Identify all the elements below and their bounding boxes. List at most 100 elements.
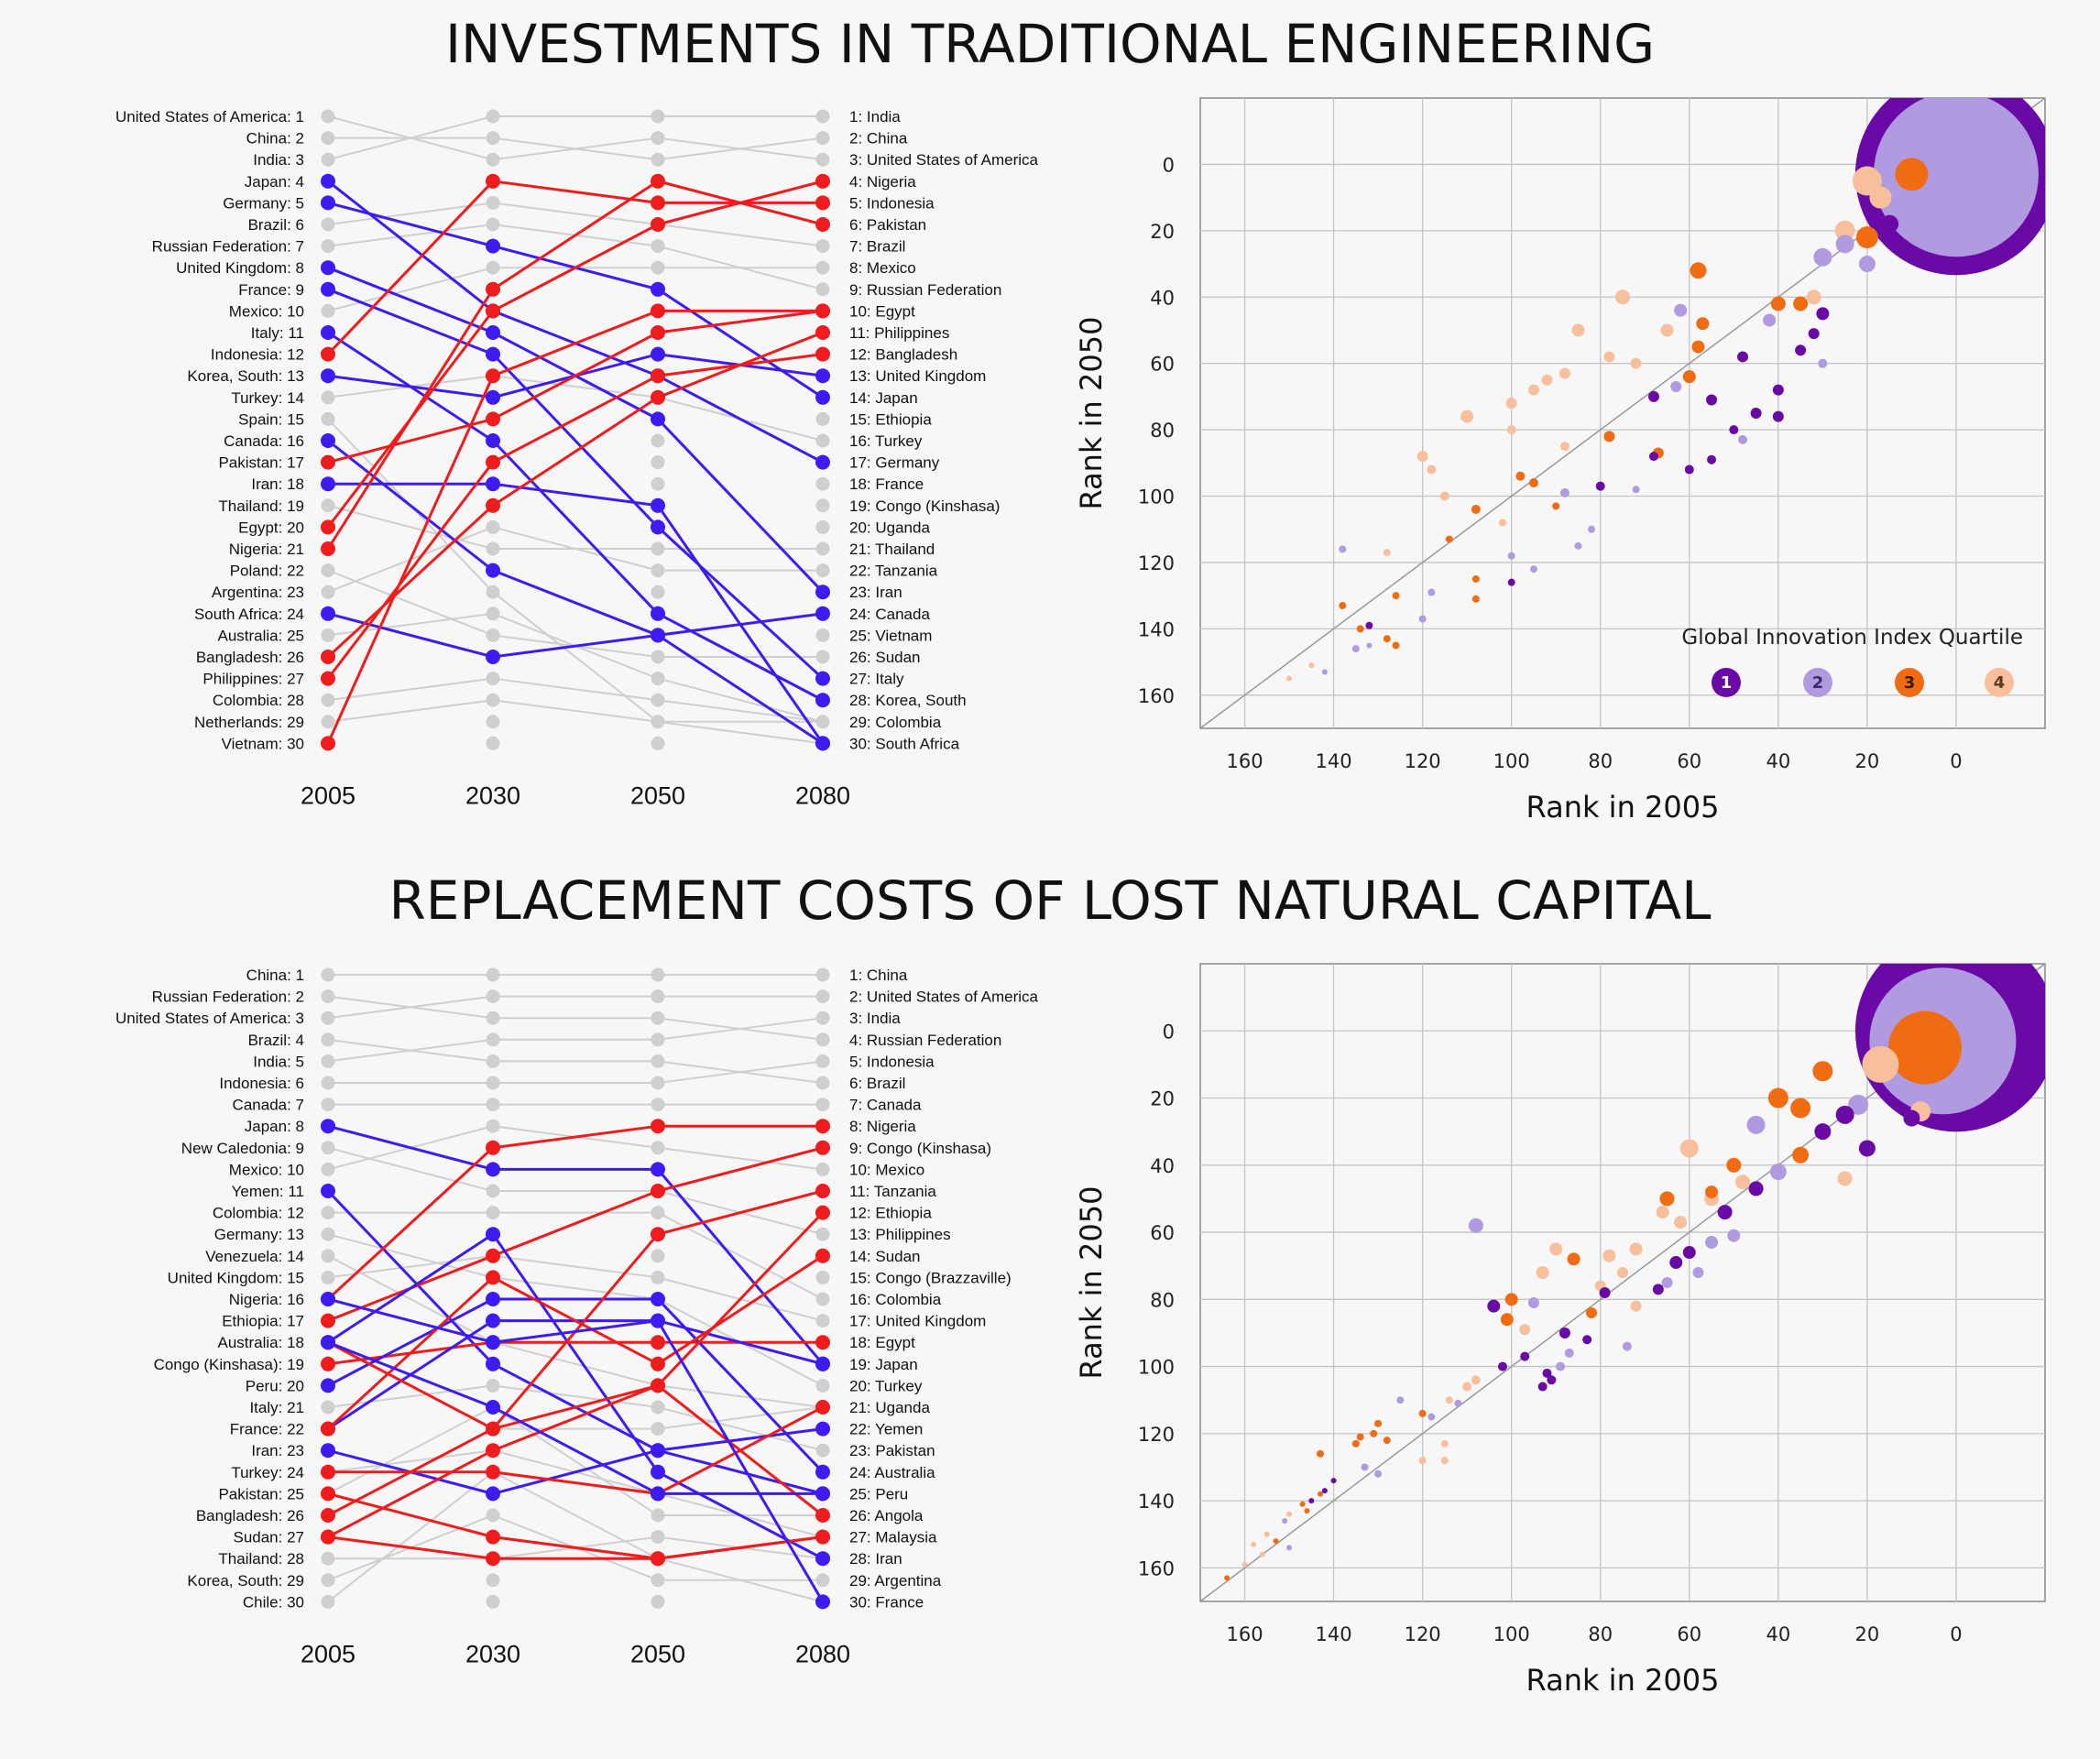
data-point-q4: [1837, 1171, 1853, 1186]
left-rank-label: Yemen: 11: [232, 1183, 304, 1200]
series-dot-red: [815, 217, 830, 232]
rank-dot-background: [815, 628, 830, 642]
data-point-q3: [1895, 158, 1929, 191]
series-line-gray: [327, 677, 824, 723]
data-point-q4: [1418, 1457, 1427, 1465]
data-point-q4: [1519, 1324, 1531, 1336]
series-dot-red: [486, 497, 500, 513]
series-line-gray: [327, 267, 823, 312]
series-line-gray: [327, 1017, 824, 1063]
x-tick-label: 160: [1226, 1623, 1263, 1645]
series-dot-blue: [321, 606, 335, 621]
data-point-q2: [1361, 1463, 1369, 1471]
series-dot-red: [486, 1551, 500, 1567]
data-point-q2: [1427, 588, 1436, 596]
left-rank-label: United States of America: 3: [115, 1010, 304, 1027]
left-rank-label: Pakistan: 25: [218, 1485, 304, 1502]
series-dot-red: [321, 1356, 335, 1371]
data-point-q2: [1727, 1229, 1741, 1242]
right-rank-label: 24: Canada: [849, 606, 930, 623]
right-rank-label: 5: Indonesia: [849, 1053, 935, 1070]
data-point-q4: [1536, 1266, 1549, 1280]
series-dot-blue: [815, 1421, 830, 1437]
series-dot-blue: [321, 1378, 335, 1393]
data-point-q3: [1659, 1191, 1675, 1207]
scatter-chart-natural-capital: 0 0 20 20 40 40 60 60 80 80 100 100 120 120 140 140 160 1…: [1074, 963, 2046, 1698]
left-rank-label: Australia: 18: [218, 1334, 305, 1351]
left-rank-label: Vietnam: 30: [222, 735, 304, 752]
series-dot-red: [651, 303, 665, 319]
series-dot-red: [815, 1508, 830, 1523]
series-line-red: [326, 1254, 824, 1430]
legend-label: 4: [1994, 673, 2006, 693]
left-rank-label: Korea, South: 29: [187, 1572, 304, 1590]
data-point-q3: [1370, 1429, 1378, 1437]
data-point-q2: [1670, 381, 1682, 393]
series-line-gray: [327, 1470, 824, 1603]
series-line-gray: [327, 202, 824, 247]
series-line-gray: [327, 1233, 824, 1387]
series-dot-blue: [486, 1292, 500, 1306]
x-tick-label: 80: [1588, 1623, 1613, 1645]
data-point-q2: [1559, 487, 1570, 497]
left-rank-label: Russian Federation: 2: [152, 989, 304, 1006]
data-point-q4: [1505, 398, 1517, 410]
data-point-q4: [1806, 290, 1821, 305]
series-dot-red: [321, 519, 335, 535]
points-layer: [1224, 964, 2045, 1581]
data-point-q2: [1763, 313, 1777, 327]
data-point-q4: [1445, 1396, 1453, 1404]
data-point-q3: [1726, 1157, 1742, 1173]
series-line-red: [326, 1124, 823, 1301]
x-tick-label: 40: [1766, 1623, 1790, 1645]
data-point-q2: [1818, 358, 1828, 368]
data-point-q4: [1286, 1511, 1293, 1517]
right-rank-label: 27: Malaysia: [849, 1529, 937, 1546]
data-point-q4: [1559, 442, 1570, 452]
data-point-q1: [1707, 454, 1717, 464]
series-dot-red: [321, 1313, 335, 1328]
series-dot-blue: [486, 346, 500, 362]
left-rank-label: United Kingdom: 15: [168, 1269, 304, 1286]
rank-dot-background: [486, 736, 500, 750]
y-tick-label: 120: [1138, 1424, 1175, 1446]
data-point-q3: [1471, 575, 1480, 584]
data-point-q3: [1383, 635, 1391, 643]
series-dot-blue: [486, 476, 500, 492]
legend-swatch: [1712, 668, 1741, 697]
series-dot-blue: [815, 1551, 830, 1567]
series-dot-blue: [815, 454, 830, 470]
series-line-red: [326, 353, 824, 680]
left-rank-label: Argentina: 23: [212, 584, 304, 601]
series-dot-blue: [486, 1162, 500, 1177]
x-tick-label: 100: [1493, 750, 1530, 772]
data-point-q1: [1750, 408, 1762, 419]
rank-dot-background: [815, 498, 830, 513]
series-dot-blue: [815, 585, 830, 600]
left-rank-label: Ethiopia: 17: [222, 1313, 304, 1330]
data-point-q4: [1630, 357, 1642, 369]
data-point-q2: [1564, 1348, 1574, 1358]
data-point-q2: [1321, 669, 1328, 675]
series-dot-red: [651, 1551, 665, 1567]
data-point-q1: [1795, 344, 1807, 356]
x-tick-label: 100: [1493, 1623, 1530, 1645]
right-rank-label: 10: Mexico: [849, 1161, 924, 1178]
series-dot-red: [815, 346, 830, 362]
y-tick-label: 160: [1138, 685, 1175, 707]
right-rank-label: 11: Tanzania: [849, 1183, 936, 1200]
y-tick-label: 160: [1138, 1557, 1175, 1579]
data-point-q1: [1537, 1382, 1548, 1392]
right-rank-label: 17: Germany: [849, 454, 940, 472]
series-dot-blue: [321, 433, 335, 448]
data-point-q2: [1286, 1545, 1293, 1551]
year-tick-label: 2050: [630, 781, 685, 809]
data-point-q4: [1629, 1242, 1643, 1256]
series-dot-red: [651, 389, 665, 405]
series-line-gray: [327, 1384, 824, 1452]
data-point-q1: [1308, 1498, 1315, 1504]
right-rank-label: 4: Nigeria: [849, 173, 916, 191]
data-point-q3: [1586, 1306, 1598, 1318]
series-dot-red: [651, 217, 665, 232]
